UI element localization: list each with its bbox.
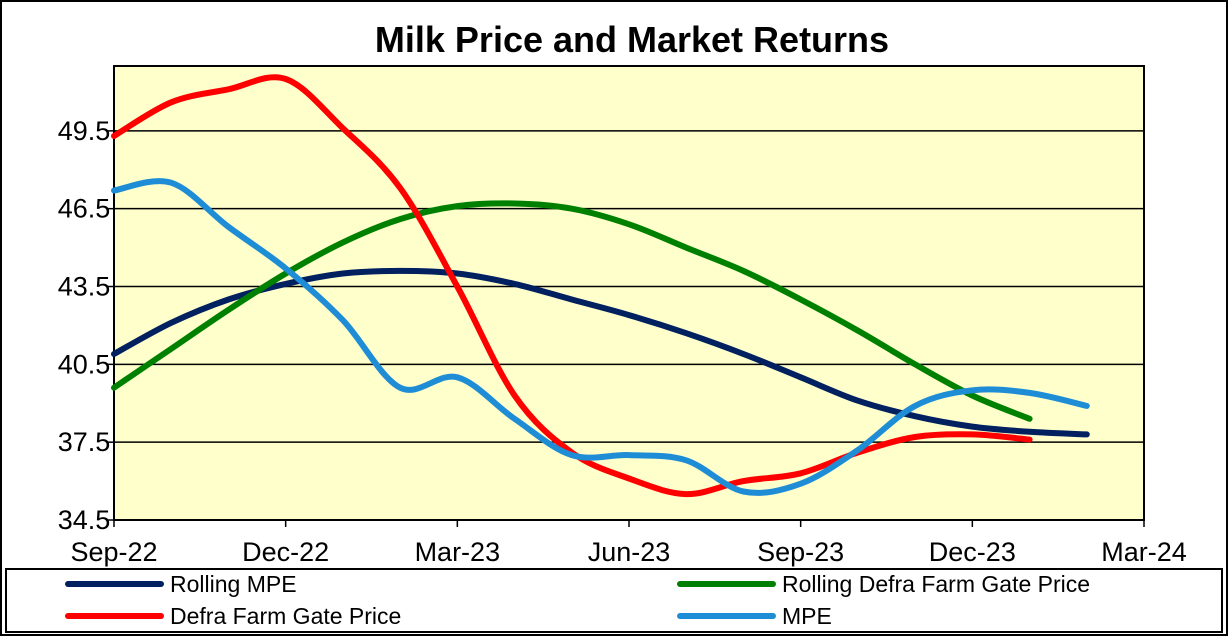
x-axis: Sep-22 Dec-22 Mar-23 Jun-23 Sep-23 Dec-23 Mar-… xyxy=(70,520,1187,567)
chart-title: Milk Price and Market Returns xyxy=(375,19,889,60)
legend-label: Rolling Defra Farm Gate Price xyxy=(782,571,1090,597)
series-line-rolling-mpe xyxy=(111,267,1090,438)
series-line-mpe xyxy=(111,178,1090,496)
legend: Rolling MPE Rolling Defra Farm Gate Price… xyxy=(65,571,1090,629)
y-tick-label: 43.5 xyxy=(58,272,111,302)
legend-label: MPE xyxy=(782,603,832,629)
y-tick-label: 34.5 xyxy=(58,505,111,535)
x-tick-label: Dec-22 xyxy=(242,537,329,567)
x-tick-label: Jun-23 xyxy=(588,537,671,567)
legend-label: Defra Farm Gate Price xyxy=(170,603,401,629)
y-tick-label: 49.5 xyxy=(58,116,111,146)
y-tick-label: 37.5 xyxy=(58,427,111,457)
legend-box xyxy=(5,568,1223,633)
y-axis: 34.5 37.5 40.5 43.5 46.5 49.5 xyxy=(58,116,114,535)
y-tick-label: 40.5 xyxy=(58,349,111,379)
x-tick-label: Mar-23 xyxy=(415,537,501,567)
y-tick-label: 46.5 xyxy=(58,194,111,224)
x-tick-label: Sep-22 xyxy=(70,537,157,567)
series-line-rolling-defra-farm-gate-price xyxy=(111,200,1033,422)
legend-label: Rolling MPE xyxy=(170,571,297,597)
gridlines xyxy=(114,130,1144,443)
x-tick-label: Dec-23 xyxy=(929,537,1016,567)
series-lines xyxy=(111,74,1090,498)
x-tick-label: Sep-23 xyxy=(757,537,844,567)
x-tick-label: Mar-24 xyxy=(1101,537,1187,567)
plot-area xyxy=(113,65,1145,521)
